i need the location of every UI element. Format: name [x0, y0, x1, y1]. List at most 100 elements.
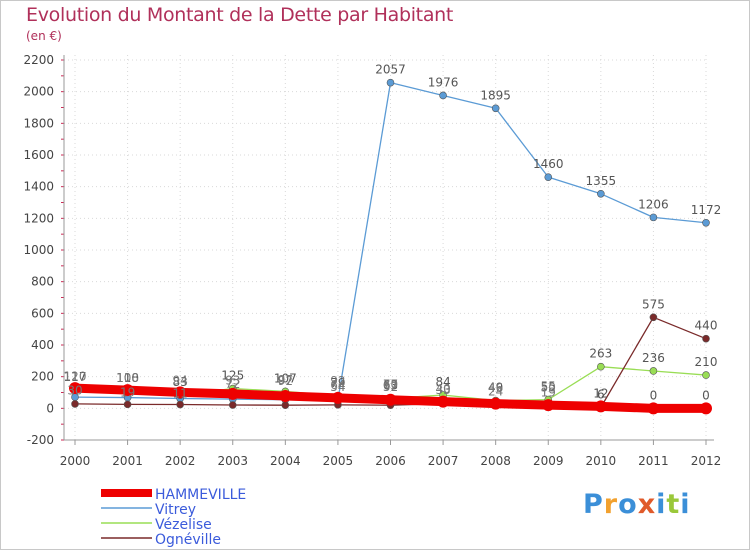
data-label: 63: [383, 378, 398, 392]
data-label: 94: [173, 373, 188, 387]
y-tick-label: 1000: [23, 243, 54, 257]
data-label: 107: [274, 371, 297, 385]
data-point: [228, 401, 237, 409]
x-tick-label: 2009: [533, 454, 564, 468]
data-label: 19: [541, 385, 556, 399]
data-label: 117: [64, 370, 87, 384]
x-tick-label: 2006: [375, 454, 406, 468]
y-tick-label: 200: [31, 370, 54, 384]
grid-layer: [64, 55, 708, 441]
legend-label-vitrey: Vitrey: [155, 502, 196, 518]
y-tick-label: 400: [31, 338, 54, 352]
data-label: 6: [597, 387, 605, 401]
data-point: [384, 393, 397, 406]
logo-letter: P: [583, 489, 604, 520]
data-label: 49: [488, 381, 503, 395]
x-tick-label: 2001: [112, 454, 143, 468]
data-point: [542, 399, 555, 412]
data-label: 12: [593, 386, 608, 400]
data-point: [649, 213, 658, 222]
data-point: [331, 391, 344, 404]
data-point: [702, 218, 710, 227]
data-point: [702, 371, 710, 379]
data-label: 108: [116, 371, 139, 385]
data-label: 67: [383, 378, 398, 392]
chart-title: Evolution du Montant de la Dette par Hab…: [26, 4, 454, 26]
data-label: 40: [435, 382, 450, 396]
data-point: [176, 400, 184, 409]
x-tick-label: 2012: [691, 454, 722, 468]
data-label: 1355: [586, 174, 617, 188]
data-label: 92: [330, 374, 345, 388]
data-label: 19: [120, 385, 135, 399]
data-label: 11: [173, 387, 188, 401]
data-label: 33: [435, 383, 450, 397]
data-point: [123, 400, 132, 409]
legend-label-ognéville: Ognéville: [155, 532, 221, 548]
data-label: 70: [383, 377, 398, 391]
data-label: 64: [330, 378, 345, 392]
data-label: 54: [330, 380, 345, 394]
data-point: [71, 400, 79, 408]
legend-label-hammeville: HAMMEVILLE: [155, 487, 246, 503]
data-label: 50: [541, 380, 556, 394]
data-label: 440: [695, 319, 718, 333]
data-point: [597, 362, 605, 371]
data-label: 125: [221, 369, 244, 383]
data-point: [700, 402, 712, 415]
data-label: 575: [642, 297, 665, 311]
data-point: [544, 173, 553, 181]
y-tick-label: -200: [27, 433, 54, 447]
logo-letter: x: [637, 489, 657, 520]
y-tick-label: 1200: [23, 211, 54, 225]
data-label: 0: [702, 388, 710, 402]
data-point: [649, 367, 658, 375]
logo-letter: i: [680, 489, 691, 520]
data-point: [279, 389, 292, 402]
x-tick-label: 2011: [638, 454, 669, 468]
data-point: [281, 401, 290, 409]
data-label: 1460: [533, 157, 564, 171]
y-tick-label: 1400: [23, 180, 54, 194]
data-point: [121, 384, 134, 397]
data-label: 52: [383, 380, 398, 394]
data-label: 92: [278, 374, 293, 388]
data-label: 0: [650, 388, 658, 402]
x-tick-label: 2007: [428, 454, 459, 468]
data-point: [69, 382, 81, 395]
x-tick-label: 2008: [480, 454, 511, 468]
data-label: 210: [695, 355, 718, 369]
legend-label-vézelise: Vézelise: [155, 517, 212, 533]
data-label: 83: [173, 375, 188, 389]
data-point: [439, 91, 447, 100]
data-point: [702, 334, 710, 343]
data-point: [597, 189, 605, 198]
y-tick-label: 0: [46, 401, 54, 415]
data-point: [226, 387, 239, 400]
x-tick-label: 2004: [270, 454, 301, 468]
y-tick-label: 800: [31, 275, 54, 289]
data-label: 24: [488, 385, 503, 399]
y-tick-label: 1600: [23, 148, 54, 162]
chart-subtitle: (en €): [26, 29, 62, 43]
logo-letter: t: [666, 489, 681, 520]
y-tick-label: 600: [31, 306, 54, 320]
data-point: [594, 400, 607, 413]
logo-letter: o: [618, 489, 638, 520]
data-label: 97: [278, 373, 293, 387]
x-tick-label: 2010: [586, 454, 617, 468]
data-label: 93: [225, 374, 240, 388]
data-point: [649, 313, 658, 322]
data-point: [489, 397, 502, 410]
y-tick-label: 2200: [23, 53, 54, 67]
data-label: 79: [330, 376, 345, 390]
series-layer: [69, 78, 712, 415]
data-label: 263: [589, 347, 612, 361]
x-tick-label: 2003: [217, 454, 248, 468]
data-label: 110: [116, 371, 139, 385]
data-point: [647, 402, 660, 415]
x-tick-label: 2000: [60, 454, 91, 468]
